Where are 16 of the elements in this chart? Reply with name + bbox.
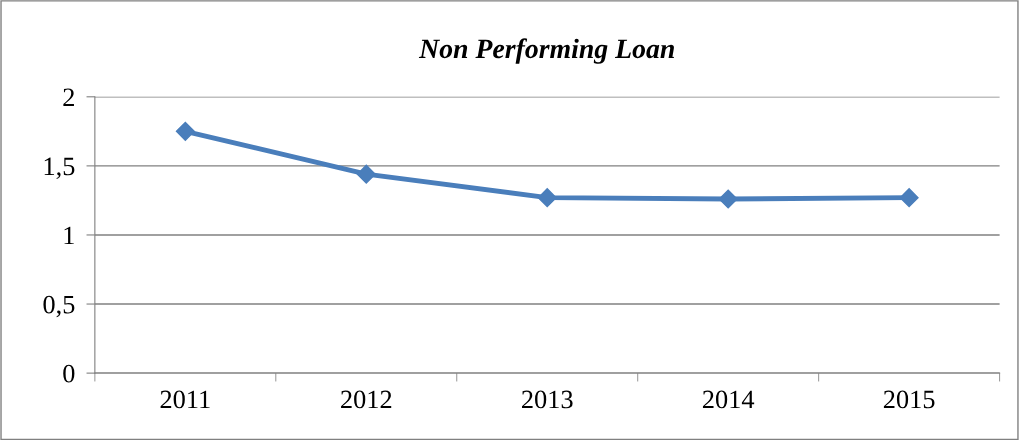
y-tick-label: 2 [63,88,74,106]
x-tick-label: 2011 [160,390,210,409]
chart-title: Non Performing Loan [418,38,674,64]
y-tick-label: 1,5 [44,157,75,180]
x-tick-label: 2012 [341,390,392,409]
x-tick-label: 2013 [522,390,573,409]
y-tick-label: 0,5 [43,295,75,318]
x-tick-label: 2015 [883,390,935,409]
point [899,188,919,208]
y-tick-label: 0 [63,364,75,383]
x-tick-label: 2014 [702,390,755,409]
y-tick-label: 1 [64,226,74,245]
point [718,189,738,209]
point [356,164,376,184]
point [175,121,195,141]
point [537,188,557,208]
